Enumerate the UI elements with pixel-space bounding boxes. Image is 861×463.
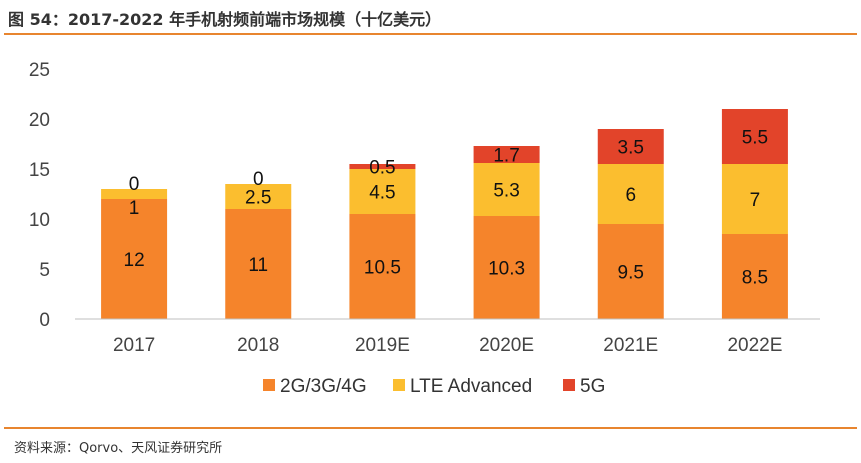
bar-segment (721, 234, 788, 319)
data-label: 1 (129, 198, 140, 219)
data-label: 5.3 (493, 181, 519, 202)
data-label: 8.5 (742, 268, 768, 289)
y-tick-label: 20 (29, 110, 50, 131)
data-label: 9.5 (618, 263, 644, 284)
data-label: 10.5 (364, 258, 401, 279)
x-tick-label: 2018 (237, 335, 279, 356)
data-label: 3.5 (618, 138, 644, 159)
top-divider (4, 33, 857, 35)
bar-segment (225, 184, 292, 209)
source-note: 资料来源：Qorvo、天风证券研究所 (14, 441, 223, 456)
legend-label: 2G/3G/4G (280, 376, 367, 397)
legend-label: 5G (580, 376, 605, 397)
data-label: 5.5 (742, 128, 768, 149)
data-label: 0 (253, 169, 264, 190)
data-label: 12 (124, 250, 145, 271)
y-tick-label: 25 (29, 60, 50, 81)
bar-segment (597, 224, 664, 319)
x-tick-label: 2019E (355, 335, 410, 356)
y-tick-label: 15 (29, 160, 50, 181)
x-tick-label: 2022E (727, 335, 782, 356)
bar-segment (597, 129, 664, 164)
legend-swatch (393, 379, 405, 391)
x-tick-label: 2017 (113, 335, 155, 356)
legend-swatch (563, 379, 575, 391)
y-tick-label: 10 (29, 210, 50, 231)
data-label: 0 (129, 174, 140, 195)
data-label: 6 (625, 185, 636, 206)
bar-segment (473, 216, 540, 319)
bar-segment (349, 214, 416, 319)
bar-segment (349, 169, 416, 214)
bar-segment (101, 199, 168, 319)
y-tick-label: 5 (39, 260, 50, 281)
chart-title: 图 54：2017-2022 年手机射频前端市场规模（十亿美元） (8, 10, 442, 29)
bar-segment (225, 209, 292, 319)
bar-segment (473, 146, 540, 163)
bar-segment (101, 189, 168, 199)
data-label: 1.7 (493, 146, 519, 167)
bar-segment (721, 164, 788, 234)
x-tick-label: 2021E (603, 335, 658, 356)
data-label: 7 (750, 190, 761, 211)
bar-segment (721, 109, 788, 164)
bar-segment (473, 163, 540, 216)
data-label: 4.5 (369, 183, 395, 204)
legend-swatch (263, 379, 275, 391)
data-label: 2.5 (245, 188, 271, 209)
bottom-divider (4, 427, 857, 429)
data-label: 0.5 (369, 158, 395, 179)
bar-segment (597, 164, 664, 224)
data-label: 10.3 (488, 259, 525, 280)
bar-segment (349, 164, 416, 169)
x-tick-label: 2020E (479, 335, 534, 356)
y-tick-label: 0 (39, 310, 50, 331)
legend-label: LTE Advanced (410, 376, 532, 397)
data-label: 11 (248, 255, 268, 276)
